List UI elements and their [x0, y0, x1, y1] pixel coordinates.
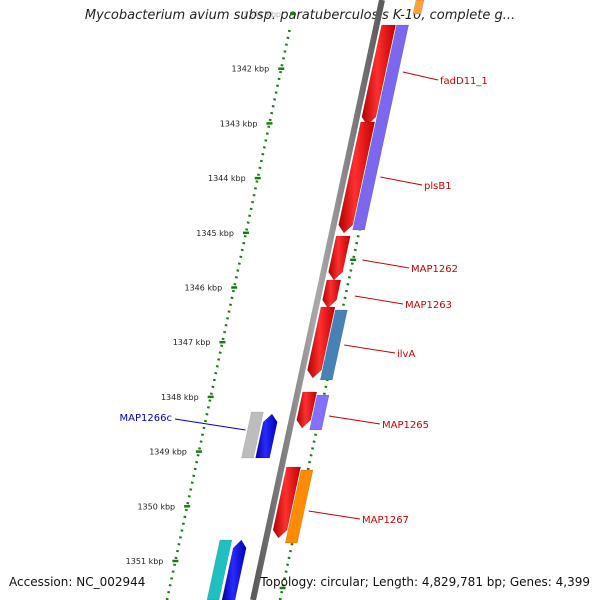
cog-bar	[241, 411, 264, 459]
gene-label: MAP1265	[382, 420, 429, 431]
topology-text: Topology: circular; Length: 4,829,781 bp…	[260, 575, 590, 589]
gene-label: MAP1267	[362, 515, 409, 526]
cds-arrow	[307, 306, 336, 379]
features-layer	[206, 0, 425, 600]
cds-arrow	[322, 279, 342, 309]
tick-label: 1342 kbp	[232, 65, 270, 74]
label-leader	[362, 259, 410, 269]
label-leader	[380, 176, 423, 186]
label-leader	[328, 415, 381, 425]
gene-label: plsB1	[424, 181, 452, 192]
tick-label: 1347 kbp	[173, 338, 211, 347]
gene-label: MAP1262	[411, 264, 458, 275]
label-leader	[174, 418, 246, 431]
cog-bar	[309, 394, 330, 431]
tick-label: 1350 kbp	[137, 502, 175, 511]
label-leader	[402, 71, 439, 81]
gene-label: ilvA	[397, 349, 415, 360]
rings-layer: 1341 kbp 1342 kbp 1343 kbp 1344 kbp 1345 kbp…	[126, 0, 404, 600]
cog-bar	[284, 469, 314, 544]
tick-label: 1348 kbp	[161, 393, 199, 402]
tick-label: 1349 kbp	[149, 448, 187, 457]
label-leader	[308, 510, 361, 520]
cds-arrow	[296, 391, 318, 429]
cog-bar	[412, 0, 425, 15]
tick-label: 1344 kbp	[208, 174, 246, 183]
gene-label: MAP1266c	[120, 413, 172, 424]
cds-arrow	[272, 466, 301, 539]
cds-arrow	[328, 235, 351, 281]
gene-label: MAP1263	[405, 300, 452, 311]
label-leader	[354, 295, 404, 305]
tick-label: 1341 kbp	[243, 10, 281, 19]
cog-bar	[206, 539, 233, 600]
map-title: Mycobacterium avium subsp. paratuberculo…	[84, 8, 516, 23]
cog-bar	[352, 24, 409, 231]
tick-label: 1346 kbp	[184, 284, 222, 293]
cds-arrow	[361, 24, 396, 126]
cds-arrow	[255, 413, 278, 459]
cog-bar	[319, 309, 348, 381]
cds-arrow	[221, 539, 247, 600]
gene-label: fadD11_1	[440, 76, 488, 87]
tick-label: 1345 kbp	[196, 229, 234, 238]
labels-layer: fadD11_1 plsB1 MAP1262 MAP1263 ilvA MAP1265 MA…	[120, 71, 488, 526]
cds-arrow	[338, 121, 376, 234]
tick-label: 1343 kbp	[220, 119, 258, 128]
accession-text: Accession: NC_002944	[9, 575, 146, 589]
label-leader	[344, 344, 396, 354]
backbone-line	[250, 0, 385, 600]
tick-label: 1351 kbp	[126, 557, 164, 566]
